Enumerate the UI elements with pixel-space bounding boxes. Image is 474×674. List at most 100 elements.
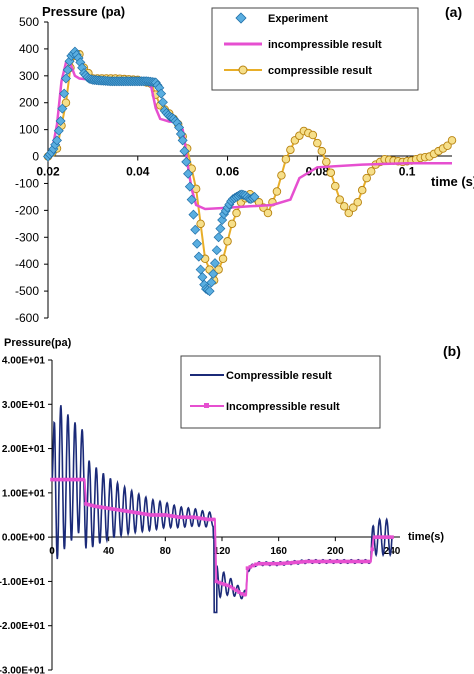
incompressible-point-b (149, 513, 153, 517)
incompressible-point-b (370, 547, 374, 552)
incompressible-point-b (89, 503, 94, 508)
incompressible-point-b (67, 477, 71, 482)
incompressible-point-b (257, 561, 261, 566)
incompressible-point-b (109, 507, 114, 511)
incompressible-point-b (121, 508, 125, 513)
incompressible-point-b (101, 505, 105, 510)
compressible-point (272, 187, 282, 196)
experiment-point (53, 125, 64, 136)
incompressible-point-b (87, 502, 91, 507)
y-tick-label: -2.00E+01 (0, 621, 45, 632)
y-tick-label: 3.00E+01 (2, 400, 46, 411)
incompressible-point-b (177, 515, 182, 520)
compressible-point (227, 219, 237, 229)
compressible-point (335, 195, 345, 204)
compressible-point (196, 219, 205, 229)
incompressible-point-b (378, 535, 383, 539)
incompressible-point-b (115, 507, 119, 512)
legend-marker-experiment (235, 12, 247, 24)
incompressible-point-b (180, 515, 185, 520)
incompressible-point-b (390, 535, 394, 539)
incompressible-point-b (208, 517, 213, 522)
incompressible-point-b (200, 516, 204, 521)
x-tick-label: 160 (270, 546, 287, 557)
x-tick-label: 0 (49, 546, 55, 557)
incompressible-point-b (259, 561, 264, 566)
incompressible-point-b (157, 513, 162, 517)
incompressible-point-b (211, 517, 216, 522)
legend-label-compressible-b: Compressible result (226, 370, 332, 382)
incompressible-point-b (276, 561, 281, 566)
panel-a-y-ticks: -600 -500 -400 -300 -200 -100 0 100 200 300 400 500 (15, 15, 48, 325)
y-tick-label: 2.00E+01 (2, 444, 46, 455)
incompressible-point-b (75, 477, 80, 482)
y-tick-label: -400 (15, 257, 39, 271)
experiment-point (60, 73, 71, 84)
legend-marker-incompressible-b (204, 403, 209, 408)
experiment-point (55, 116, 66, 127)
experiment-point (197, 272, 208, 283)
panel-a-series (43, 46, 457, 297)
incompressible-point-b (126, 509, 131, 514)
experiment-point (208, 268, 219, 279)
panel-a-xlabel: time (s) (431, 174, 474, 189)
incompressible-point-b (84, 502, 88, 506)
y-tick-label: -3.00E+01 (0, 666, 45, 674)
compressible-point (340, 202, 349, 211)
incompressible-point-b (214, 579, 219, 584)
incompressible-point-b (254, 562, 258, 567)
experiment-point (188, 209, 199, 220)
compressible-point (308, 130, 318, 140)
incompressible-point-b (217, 580, 221, 585)
compressible-point (277, 171, 286, 180)
incompressible-point-b (359, 559, 363, 564)
experiment-point (57, 103, 68, 114)
incompressible-point-b (152, 513, 156, 517)
experiment-point (213, 232, 224, 243)
y-tick-label: 200 (19, 96, 39, 110)
y-tick-label: 1.00E+01 (2, 488, 46, 499)
incompressible-point-b (293, 560, 298, 565)
panel-b-x-ticks: 0 40 80 120 160 200 240 (49, 537, 401, 557)
y-tick-label: 0 (32, 150, 39, 164)
incompressible-point-b (138, 511, 142, 516)
incompressible-point-b (223, 582, 227, 587)
incompressible-point-b (265, 561, 270, 566)
incompressible-point-b (61, 477, 66, 482)
incompressible-point-b (160, 513, 165, 517)
compressible-point (366, 167, 376, 176)
incompressible-point-b (228, 584, 233, 589)
experiment-point (192, 238, 203, 249)
panel-b-ylabel: Pressure(pa) (4, 337, 72, 349)
experiment-point (181, 156, 192, 167)
panel-b-y-ticks: -3.00E+01 -2.00E+01 -1.00E+01 0.00E+00 1.00E… (0, 356, 52, 674)
compressible-point (263, 208, 273, 218)
compressible-point (326, 168, 336, 177)
experiment-point (190, 224, 201, 235)
legend-label-compressible: compressible result (268, 65, 372, 77)
incompressible-point-b (123, 509, 128, 513)
experiment-point (211, 245, 222, 256)
incompressible-point-b (203, 517, 207, 521)
incompressible-point-b (339, 559, 343, 564)
incompressible-point-b (279, 561, 284, 566)
incompressible-point-b (78, 477, 83, 482)
y-tick-label: -600 (15, 311, 39, 325)
panel-b-legend-box (180, 355, 381, 429)
incompressible-point-b (376, 535, 380, 539)
incompressible-point-b (72, 477, 77, 482)
x-tick-label: 0.04 (126, 165, 150, 179)
y-tick-label: 100 (19, 123, 39, 137)
incompressible-point-b (248, 565, 253, 569)
x-tick-label: 240 (384, 546, 401, 557)
panel-b-xlabel: time(s) (408, 531, 444, 543)
incompressible-point-b (231, 586, 236, 591)
panel-b-legend: Compressible result Incompressible resul… (180, 355, 381, 429)
incompressible-point-b (197, 516, 202, 520)
incompressible-point-b (81, 477, 85, 482)
incompressible-point-b (98, 505, 102, 509)
incompressible-point-b (92, 504, 97, 508)
compressible-point (331, 181, 340, 191)
legend-marker-compressible (238, 65, 248, 75)
incompressible-point-b (384, 535, 389, 539)
